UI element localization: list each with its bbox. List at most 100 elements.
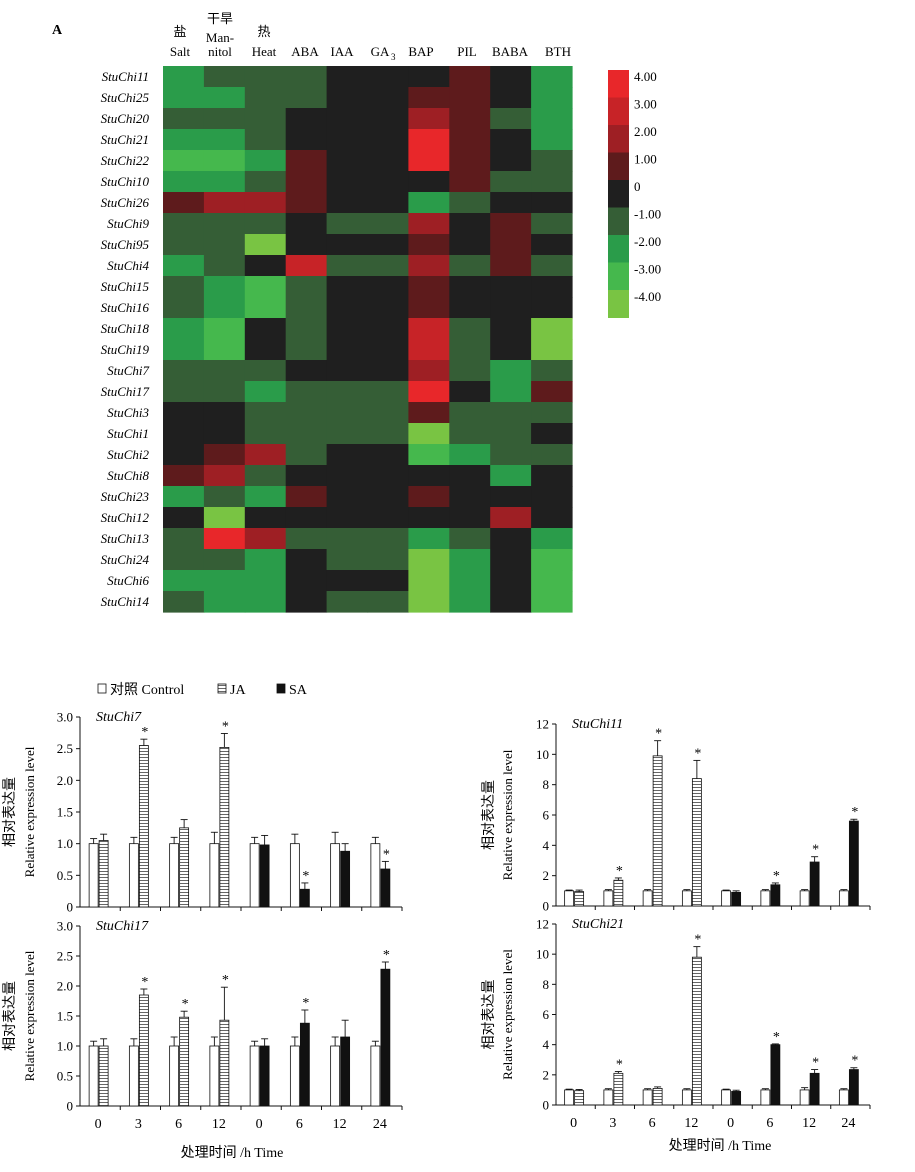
heatmap-cell [531,570,573,592]
heatmap-cell [531,465,573,487]
x-tick-label: 3 [609,1116,616,1131]
y-tick-label: 12 [536,917,549,932]
y-tick-label: 8 [543,977,550,992]
legend-swatch [608,152,629,181]
heatmap-cell [203,129,246,151]
bar-sa [809,1072,820,1106]
y-tick-label: 0.5 [57,868,73,883]
heatmap-cell [326,549,369,571]
legend-value: 0 [634,179,641,194]
row-label: StuChi7 [107,363,149,378]
column-label-en: nitol [208,44,232,59]
y-tick-label: 2 [543,1067,550,1082]
heatmap-cell [490,255,532,277]
bar-control [603,890,614,907]
heatmap-cell [326,402,369,424]
heatmap-cell [367,591,409,613]
heatmap-cell [326,234,369,256]
row-label: StuChi1 [107,426,149,441]
heatmap-cell [531,171,573,193]
significance-marker: * [812,843,819,858]
row-label: StuChi14 [101,594,150,609]
x-tick-label: 24 [841,1116,855,1131]
significance-marker: * [222,719,229,734]
x-tick-label: 0 [727,1116,734,1131]
heatmap-cell [367,402,409,424]
heatmap-cell [367,360,409,382]
heatmap-cell [326,360,369,382]
y-tick-label: 2.5 [57,741,73,756]
heatmap-cell [408,402,450,424]
heatmap-cell [531,297,573,319]
bar-control [88,843,99,908]
heatmap-cell [367,255,409,277]
heatmap-cell [244,297,287,319]
heatmap-cell [449,423,491,445]
heatmap-cell [203,108,246,130]
column-label-en: BTH [545,44,571,59]
heatmap-cell [203,549,246,571]
heatmap-cell [285,108,328,130]
heatmap-cell [285,360,328,382]
x-axis-title-left: 处理时间 /h Time [181,1145,284,1161]
heatmap-cell [326,528,369,550]
heatmap-cell [203,381,246,403]
row-label: StuChi18 [101,321,150,336]
bar-control [169,843,180,908]
heatmap-cell [203,591,246,613]
heatmap-cell [490,381,532,403]
heatmap-cell [408,444,450,466]
significance-marker: * [773,869,780,884]
heatmap-cell [367,528,409,550]
heatmap-cell [490,444,532,466]
heatmap-cell [163,507,205,529]
heatmap-cell [367,129,409,151]
x-tick-label: 12 [802,1116,816,1131]
heatmap-cell [285,66,328,88]
bar-control [209,843,220,908]
heatmap-cell [367,570,409,592]
heatmap-cell [367,87,409,109]
significance-marker: * [141,975,148,990]
heatmap-cell [449,297,491,319]
row-label: StuChi11 [102,69,149,84]
heatmap-cell [285,528,328,550]
row-label: StuChi9 [107,216,149,231]
bar-sa [809,861,820,907]
heatmap-cell [531,318,573,340]
bar-sa [731,1091,742,1106]
heatmap-cell [163,360,205,382]
bar-ja [613,879,624,907]
significance-marker: * [655,727,662,742]
heatmap-cell [203,192,246,214]
heatmap-cell [367,276,409,298]
column-label-en: Man- [206,30,234,45]
y-tick-label: 2.0 [57,773,73,788]
heatmap-cell [449,87,491,109]
heatmap-cell [449,486,491,508]
heatmap-cell [408,66,450,88]
chart-title: StuChi11 [572,717,623,732]
heatmap-cell [531,66,573,88]
y-tick-label: 0 [543,1098,550,1113]
bar-control [370,843,381,908]
heatmap-cell [203,486,246,508]
row-label: StuChi19 [101,342,150,357]
heatmap-cell [203,423,246,445]
bar-control [564,890,575,907]
heatmap-cell [326,381,369,403]
heatmap-cell [490,87,532,109]
heatmap-cell [490,402,532,424]
legend-value: -3.00 [634,262,661,277]
bar-chart-StuChi7: 0 0.5 1.0 1.5 2.0 2.5 3.0 StuChi7 相对表达量 Relative … [2,710,403,915]
row-label: StuChi25 [101,90,150,105]
heatmap-cell [531,549,573,571]
y-tick-label: 2 [543,868,550,883]
legend-swatch [608,97,629,126]
heatmap-cell [163,444,205,466]
heatmap-cell [449,591,491,613]
heatmap-cell [244,339,287,361]
heatmap-cell [490,570,532,592]
